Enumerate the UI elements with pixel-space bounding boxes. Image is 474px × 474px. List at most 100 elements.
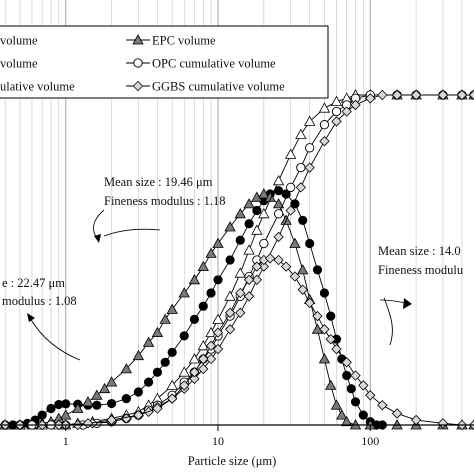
data-point (297, 264, 309, 275)
data-point (312, 310, 323, 322)
data-point (280, 261, 292, 272)
data-point (224, 290, 236, 301)
data-point (318, 353, 331, 364)
data-point (224, 307, 236, 318)
data-point (243, 274, 255, 285)
data-point (273, 254, 284, 266)
data-point (225, 255, 235, 265)
data-point (224, 324, 236, 335)
data-point (152, 367, 163, 377)
data-point (198, 363, 209, 375)
data-point (284, 148, 297, 159)
data-point (251, 224, 263, 235)
data-point (167, 393, 178, 404)
data-point (331, 116, 342, 127)
data-point (391, 408, 403, 419)
data-point (179, 380, 190, 391)
data-point (251, 261, 263, 272)
data-point (212, 327, 224, 338)
data-point (120, 363, 133, 374)
data-point (295, 128, 307, 139)
data-point (341, 106, 352, 117)
legend-label: ulative volume (0, 80, 75, 94)
data-point (295, 182, 307, 193)
data-point (143, 377, 154, 387)
data-point (198, 353, 209, 365)
annotation-arrow-right (383, 297, 393, 346)
data-point (330, 95, 343, 106)
data-point (305, 143, 315, 153)
data-point (297, 284, 308, 295)
data-point (152, 403, 163, 414)
legend-label: GGBS cumulative volume (152, 80, 285, 94)
data-point (166, 303, 178, 314)
data-point (234, 267, 246, 278)
data-point (305, 238, 315, 249)
data-point (106, 398, 117, 409)
data-point (273, 209, 284, 219)
legend-box (0, 25, 329, 99)
legend-marker (132, 34, 144, 45)
data-point (456, 89, 468, 101)
series-5 (0, 253, 474, 431)
data-point (235, 235, 245, 245)
data-point (326, 311, 336, 321)
data-point (205, 340, 217, 351)
data-point (151, 326, 164, 337)
data-point (319, 136, 330, 147)
data-point (273, 231, 284, 243)
data-point (346, 384, 356, 394)
data-point (468, 89, 474, 101)
data-point (251, 274, 263, 285)
annotation-epc-mean-size: Mean size : 19.46 μm (104, 175, 213, 189)
data-point (205, 353, 217, 365)
data-point (159, 313, 171, 324)
data-point (105, 376, 118, 387)
data-point (296, 162, 306, 173)
data-point (188, 273, 201, 285)
annotation-arrow-right-tail (379, 299, 407, 304)
data-point (213, 275, 223, 285)
data-point (358, 380, 369, 391)
data-point (258, 261, 270, 272)
data-point (325, 334, 336, 345)
data-point (46, 403, 56, 414)
data-point (341, 357, 352, 368)
x-axis-title: Particle size (μm) (188, 454, 277, 468)
data-point (252, 205, 262, 216)
data-point (319, 120, 330, 130)
legend-label: OPC cumulative volume (152, 57, 276, 71)
data-point (330, 399, 343, 410)
data-point (98, 382, 111, 394)
data-point (289, 271, 301, 282)
annotation-right-mean-size: Mean size : 14.0 (378, 244, 461, 258)
x-tick-label: 10 (212, 434, 224, 448)
data-point (258, 188, 270, 199)
data-point (212, 343, 224, 355)
annotation-left-mean-size: e : 22.47 μm (2, 276, 65, 290)
data-point (243, 198, 255, 209)
legend-marker (133, 58, 143, 68)
x-tick-label: 100 (361, 434, 379, 448)
legend-label: volume (0, 57, 38, 71)
data-point (235, 287, 246, 299)
data-point (91, 389, 103, 400)
annotation-arrow-right-head (403, 298, 412, 309)
data-point (289, 237, 301, 248)
data-point (272, 174, 285, 186)
data-point (391, 89, 403, 101)
data-point (166, 379, 178, 390)
data-point (312, 265, 323, 275)
data-point (341, 415, 353, 427)
data-point (358, 410, 368, 420)
data-point (60, 409, 72, 420)
data-point (205, 247, 217, 258)
data-point (61, 399, 71, 409)
annotation-right-fineness: Fineness modulu (378, 263, 464, 277)
x-axis-ticks: 1 10 100 (63, 425, 379, 448)
data-point (224, 221, 236, 232)
legend: volume EPC volume volume OPC cumulative vol… (0, 25, 329, 99)
data-point (350, 397, 361, 407)
data-point (350, 370, 361, 381)
data-point (243, 291, 255, 302)
